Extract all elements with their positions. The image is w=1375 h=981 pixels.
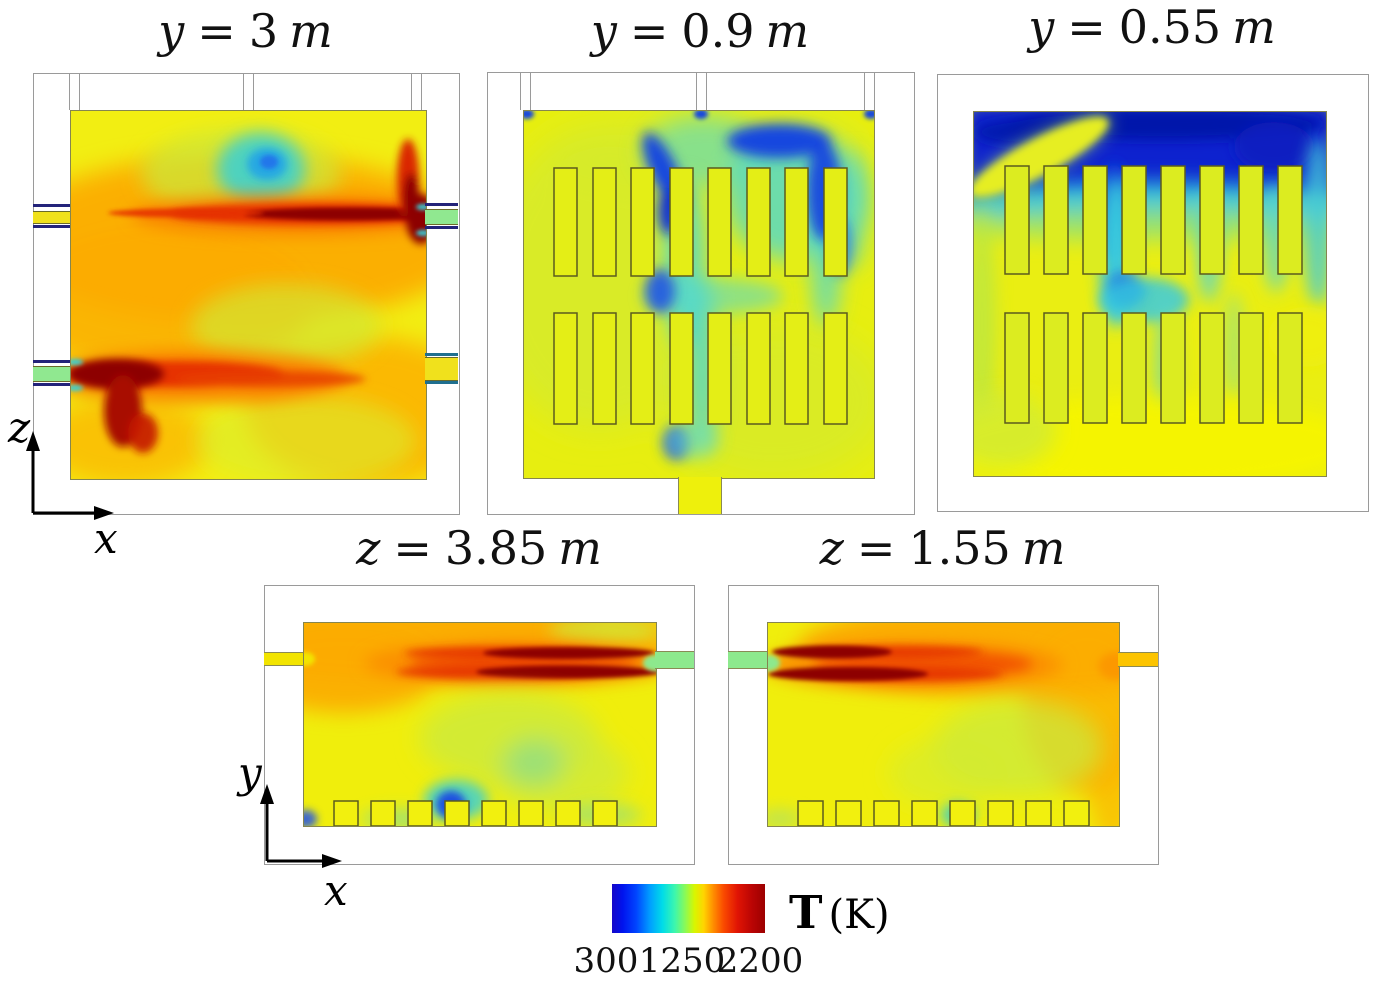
- outlet-stub: [1118, 652, 1158, 667]
- title-var: y: [1028, 0, 1055, 54]
- roof-port: [69, 74, 80, 110]
- y-axis-label: y: [238, 748, 262, 797]
- burner-port-slot: [33, 211, 70, 224]
- title-unit: m: [765, 4, 810, 58]
- y-axis-arrowhead: [260, 784, 274, 804]
- burner-port-wall: [425, 381, 458, 384]
- burner-port-wall: [33, 360, 70, 363]
- cool-core: [888, 700, 1103, 808]
- xz-axis-arrows: [26, 431, 114, 520]
- title-value: 3: [248, 4, 279, 58]
- title-value: 3.85: [444, 521, 548, 575]
- outlet-duct-stub: [678, 477, 722, 514]
- burner-port-slot: [425, 357, 458, 381]
- contour-plot-y055: [973, 111, 1327, 477]
- burner-port-wall: [425, 226, 458, 229]
- title-value: 0.55: [1118, 0, 1222, 54]
- burner-stub: [728, 651, 767, 669]
- title-var: y: [590, 4, 617, 58]
- roof-port: [411, 74, 422, 110]
- title-var: z: [819, 521, 844, 575]
- title-var: z: [356, 521, 381, 575]
- panel-title-y09: y = 0.9 m: [487, 4, 913, 58]
- title-value: 0.9: [681, 4, 755, 58]
- x-axis-label: x: [94, 514, 118, 563]
- twin-flame-jets: [476, 647, 656, 679]
- lower-flame-core: [71, 359, 164, 453]
- upper-flame-core: [244, 207, 426, 221]
- port-cold-flecks: [71, 204, 426, 391]
- roof-port: [864, 73, 875, 110]
- contour-plot-y3: [70, 110, 427, 480]
- xy-axis-arrows: [260, 784, 342, 868]
- title-eq: =: [393, 521, 432, 575]
- colorbar-unit: (K): [828, 892, 890, 938]
- burner-port-wall: [425, 353, 458, 356]
- colorbar-tick-min: 300: [573, 941, 639, 981]
- title-eq: =: [629, 4, 669, 58]
- roof-port-cold-dots: [524, 111, 874, 119]
- contour-plot-y09: [523, 110, 875, 479]
- z-axis-label: z: [8, 403, 31, 452]
- title-var: y: [158, 4, 185, 58]
- burner-port-wall: [425, 203, 458, 206]
- panel-title-z385: z = 3.85 m: [265, 521, 693, 575]
- roof-port: [696, 73, 707, 110]
- burner-port-wall: [33, 383, 70, 386]
- colorbar-quantity: T: [789, 886, 823, 939]
- title-unit: m: [289, 4, 333, 58]
- inlet-stub: [264, 652, 303, 666]
- roof-port: [520, 73, 531, 110]
- colorbar-label: T (K): [789, 886, 890, 939]
- colorbar-tick-max: 2200: [716, 941, 804, 981]
- colorbar-gradient: [612, 884, 765, 933]
- tube-bank-rows: [553, 167, 848, 425]
- title-value: 1.55: [908, 521, 1011, 575]
- title-eq: =: [1067, 0, 1106, 54]
- contour-plot-z155: [767, 622, 1120, 827]
- title-unit: m: [1232, 0, 1276, 54]
- x-axis-arrowhead: [94, 506, 114, 520]
- title-unit: m: [558, 521, 602, 575]
- burner-port-slot: [33, 366, 70, 382]
- burner-stub: [655, 651, 694, 669]
- burner-port-wall: [33, 225, 70, 228]
- title-eq: =: [197, 4, 236, 58]
- x-axis-arrowhead: [322, 854, 342, 868]
- tube-bank-rows: [1004, 165, 1303, 424]
- title-unit: m: [1021, 521, 1066, 575]
- title-eq: =: [856, 521, 896, 575]
- z-axis-arrowhead: [26, 431, 40, 451]
- roof-port: [243, 74, 254, 110]
- colorbar-tick-mid: 1250: [638, 941, 726, 981]
- contour-plot-z385: [303, 622, 657, 827]
- panel-title-z155: z = 1.55 m: [728, 521, 1157, 575]
- panel-title-y055: y = 0.55 m: [937, 0, 1367, 54]
- cool-core: [419, 693, 629, 811]
- tube-stub-row: [333, 800, 618, 826]
- twin-flame-jets: [768, 645, 928, 681]
- x-axis-label: x: [324, 866, 348, 915]
- burner-port-slot: [425, 209, 458, 225]
- tube-stub-row: [797, 800, 1090, 826]
- panel-title-y3: y = 3 m: [33, 4, 458, 58]
- burner-port-wall: [33, 204, 70, 207]
